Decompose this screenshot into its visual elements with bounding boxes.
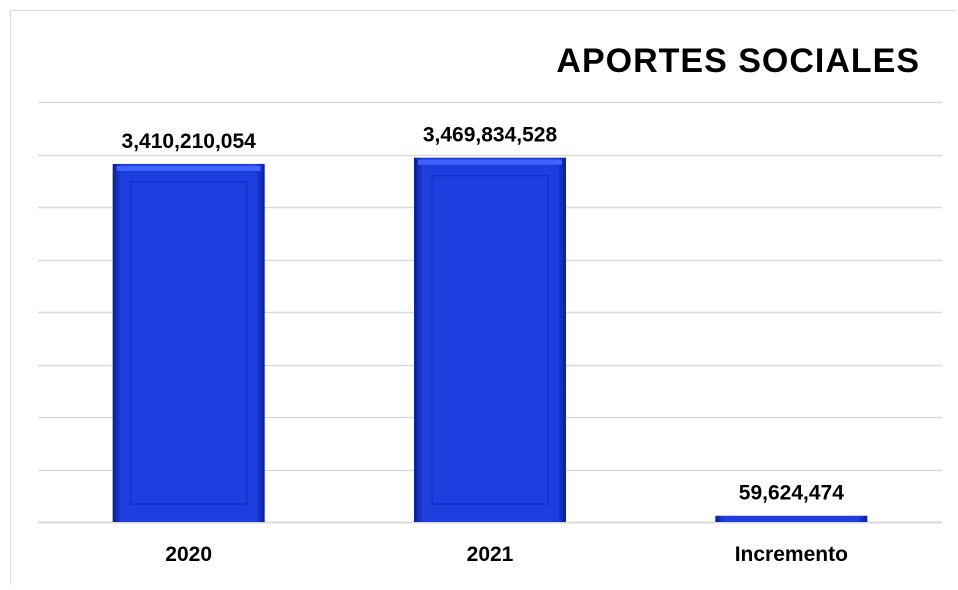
- bars: [112, 157, 868, 523]
- bar-inner-frame: [129, 181, 248, 505]
- data-labels: 3,410,210,054 3,469,834,528 59,624,474: [122, 124, 845, 505]
- x-tick-label: 2020: [165, 543, 212, 566]
- bar-body: [112, 163, 265, 522]
- bar-incremento: [715, 515, 868, 522]
- x-tick-label: Incremento: [735, 543, 848, 566]
- chart-frame: [10, 10, 956, 585]
- x-tick-labels: 2020 2021 Incremento: [165, 543, 848, 566]
- data-label: 3,410,210,054: [122, 130, 257, 153]
- data-label: 59,624,474: [739, 482, 844, 505]
- bar-2021: [414, 157, 566, 523]
- chart-title: APORTES SOCIALES: [556, 42, 920, 80]
- bar-body: [414, 157, 566, 523]
- bar-highlight: [418, 159, 562, 165]
- bar-highlight: [116, 165, 261, 171]
- data-label: 3,469,834,528: [423, 124, 558, 147]
- x-tick-label: 2021: [467, 543, 514, 566]
- bar-inner-frame: [431, 174, 549, 505]
- bar-2020: [112, 163, 265, 522]
- bar-body: [715, 515, 868, 522]
